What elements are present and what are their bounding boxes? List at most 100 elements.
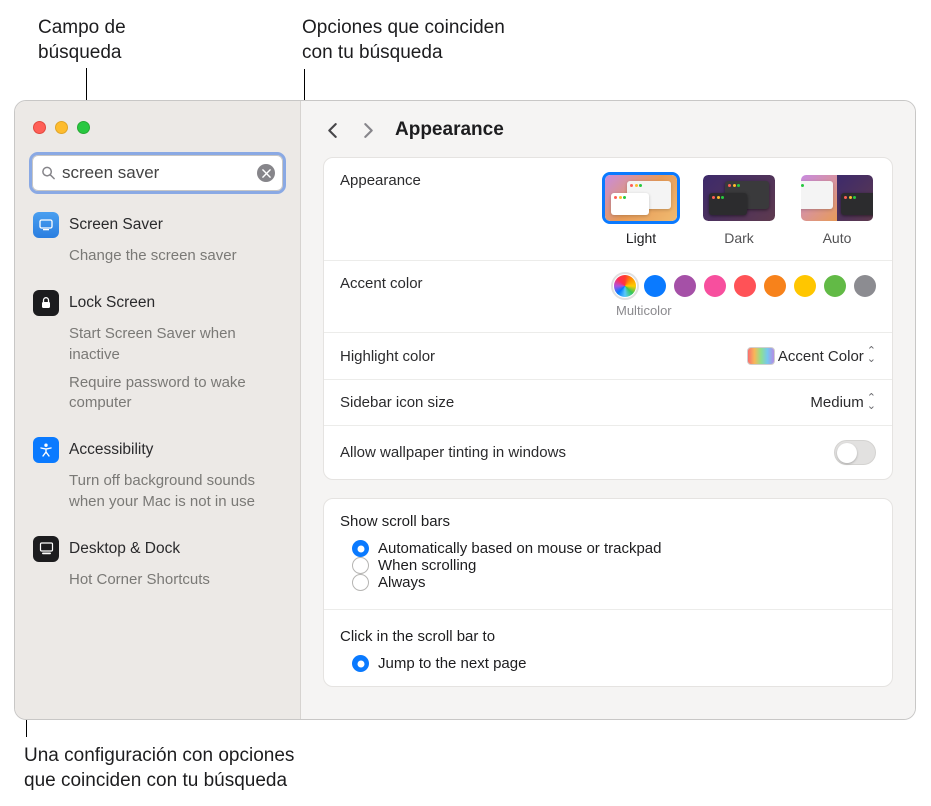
nav-forward-button[interactable] (359, 121, 377, 139)
appearance-section: Appearance Light Dark Auto Accent color Mu… (323, 157, 893, 480)
appearance-thumb (700, 172, 778, 224)
show-scroll-bars-option[interactable]: Automatically based on mouse or trackpad (340, 540, 876, 557)
radio-label: When scrolling (378, 557, 476, 574)
system-settings-window: Screen Saver Change the screen saver Lock … (14, 100, 916, 720)
minimize-button[interactable] (55, 121, 68, 134)
callout-search-field: Campo de búsqueda (38, 16, 126, 65)
acc-icon (33, 437, 59, 463)
highlight-color-value: Accent Color (778, 348, 864, 365)
sidebar-icon-size-row: Sidebar icon size Medium ⌃⌄ (324, 380, 892, 426)
search-result-title[interactable]: Lock Screen (29, 284, 286, 320)
main-pane: Appearance Appearance Light Dark Auto Acce… (301, 101, 915, 719)
search-result-sub[interactable]: Turn off background sounds when your Mac… (29, 467, 286, 516)
search-result-title[interactable]: Screen Saver (29, 206, 286, 242)
search-result-title[interactable]: Desktop & Dock (29, 530, 286, 566)
search-result-group: Desktop & Dock Hot Corner Shortcuts (29, 530, 286, 594)
main-header: Appearance (301, 101, 915, 157)
sidebar-icon-size-popup[interactable]: Medium ⌃⌄ (810, 394, 876, 411)
nav-back-button[interactable] (323, 121, 341, 139)
window-controls (29, 115, 286, 152)
search-result-title-label: Desktop & Dock (69, 540, 180, 558)
show-scroll-bars-option[interactable]: When scrolling (340, 557, 876, 574)
search-result-title-label: Accessibility (69, 441, 153, 459)
accent-swatch[interactable] (734, 275, 756, 297)
lock-icon (33, 290, 59, 316)
highlight-color-popup[interactable]: Accent Color ⌃⌄ (747, 347, 876, 365)
clear-search-button[interactable] (257, 164, 275, 182)
appearance-option-label: Light (626, 230, 656, 246)
highlight-color-label: Highlight color (340, 348, 435, 365)
search-result-sub[interactable]: Change the screen saver (29, 242, 286, 270)
appearance-row: Appearance Light Dark Auto (324, 158, 892, 261)
content-scroll[interactable]: Appearance Light Dark Auto Accent color Mu… (301, 157, 915, 719)
chevron-left-icon (327, 122, 338, 139)
show-scroll-bars-label: Show scroll bars (340, 513, 876, 530)
chevron-updown-icon: ⌃⌄ (867, 395, 876, 410)
callout-matching-options: Opciones que coinciden con tu búsqueda (302, 16, 505, 65)
sidebar-icon-size-label: Sidebar icon size (340, 394, 454, 411)
chevron-updown-icon: ⌃⌄ (867, 348, 876, 363)
scroll-section: Show scroll bars Automatically based on … (323, 498, 893, 687)
appearance-option-auto[interactable]: Auto (798, 172, 876, 246)
highlight-color-row: Highlight color Accent Color ⌃⌄ (324, 333, 892, 380)
radio-button (352, 557, 369, 574)
search-result-sub[interactable]: Require password to wake computer (29, 369, 286, 418)
wallpaper-tinting-switch[interactable] (834, 440, 876, 465)
zoom-button[interactable] (77, 121, 90, 134)
accent-swatch[interactable] (704, 275, 726, 297)
accent-swatch[interactable] (854, 275, 876, 297)
sidebar: Screen Saver Change the screen saver Lock … (15, 101, 301, 719)
accent-color-swatches (614, 275, 876, 297)
chevron-right-icon (363, 122, 374, 139)
accent-swatch[interactable] (824, 275, 846, 297)
search-result-title[interactable]: Accessibility (29, 431, 286, 467)
search-field-container (29, 152, 286, 194)
close-icon (262, 169, 271, 178)
radio-button (352, 655, 369, 672)
radio-label: Jump to the next page (378, 655, 526, 672)
show-scroll-bars-group: Show scroll bars Automatically based on … (324, 499, 892, 605)
search-result-title-label: Screen Saver (69, 216, 163, 234)
show-scroll-bars-option[interactable]: Always (340, 574, 876, 591)
radio-label: Always (378, 574, 426, 591)
accent-swatch[interactable] (644, 275, 666, 297)
wallpaper-tinting-label: Allow wallpaper tinting in windows (340, 444, 566, 461)
appearance-thumb (602, 172, 680, 224)
search-result-group: Lock Screen Start Screen Saver when inact… (29, 284, 286, 417)
accent-color-caption: Multicolor (614, 303, 672, 318)
appearance-options: Light Dark Auto (602, 172, 876, 246)
radio-button (352, 540, 369, 557)
saver-icon (33, 212, 59, 238)
appearance-option-label: Auto (823, 230, 852, 246)
highlight-swatch (747, 347, 775, 365)
search-result-sub[interactable]: Start Screen Saver when inactive (29, 320, 286, 369)
search-result-sub[interactable]: Hot Corner Shortcuts (29, 566, 286, 594)
click-scroll-option[interactable]: Jump to the next page (340, 655, 876, 672)
search-icon (41, 166, 56, 181)
accent-swatch[interactable] (674, 275, 696, 297)
search-result-title-label: Lock Screen (69, 294, 155, 312)
accent-color-label: Accent color (340, 275, 423, 292)
accent-swatch[interactable] (614, 275, 636, 297)
search-results: Screen Saver Change the screen saver Lock … (29, 206, 286, 608)
page-title: Appearance (395, 119, 504, 141)
appearance-label: Appearance (340, 172, 421, 189)
desk-icon (33, 536, 59, 562)
accent-swatch[interactable] (764, 275, 786, 297)
sidebar-icon-size-value: Medium (810, 394, 863, 411)
appearance-thumb (798, 172, 876, 224)
appearance-option-dark[interactable]: Dark (700, 172, 778, 246)
search-result-group: Screen Saver Change the screen saver (29, 206, 286, 270)
search-input[interactable] (32, 155, 283, 191)
search-result-group: Accessibility Turn off background sounds … (29, 431, 286, 516)
radio-label: Automatically based on mouse or trackpad (378, 540, 661, 557)
accent-color-row: Accent color Multicolor (324, 261, 892, 333)
appearance-option-light[interactable]: Light (602, 172, 680, 246)
wallpaper-tinting-row: Allow wallpaper tinting in windows (324, 426, 892, 479)
click-scroll-label: Click in the scroll bar to (340, 628, 876, 645)
click-scroll-group: Click in the scroll bar to Jump to the n… (324, 614, 892, 686)
accent-swatch[interactable] (794, 275, 816, 297)
appearance-option-label: Dark (724, 230, 754, 246)
callout-matching-setting: Una configuración con opciones que coinc… (24, 744, 294, 793)
close-button[interactable] (33, 121, 46, 134)
